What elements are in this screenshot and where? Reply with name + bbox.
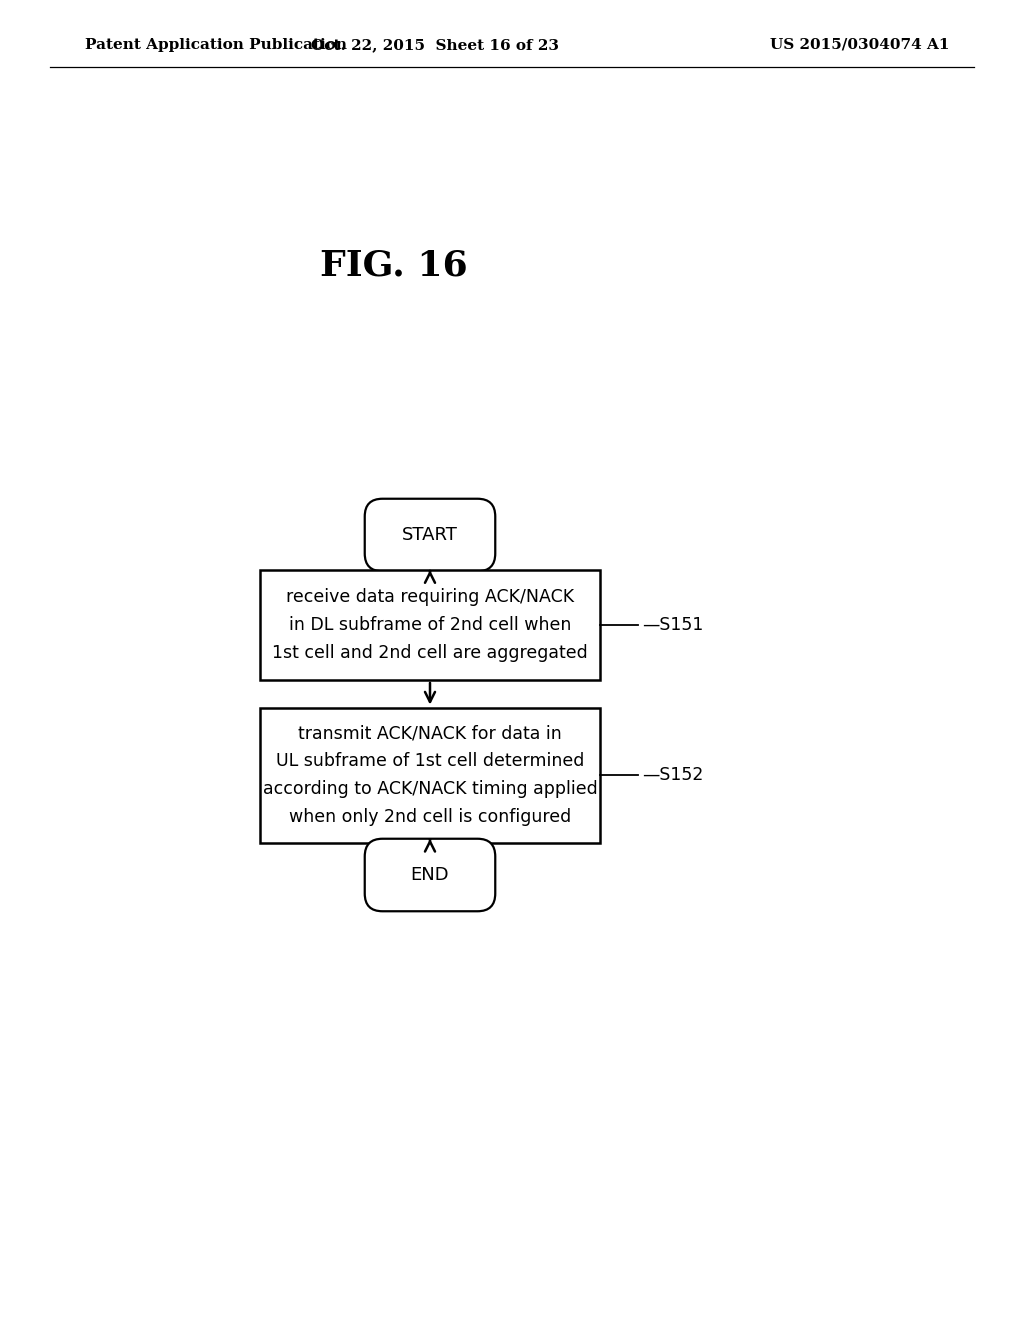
FancyBboxPatch shape bbox=[260, 570, 600, 680]
Text: receive data requiring ACK/NACK
in DL subframe of 2nd cell when
1st cell and 2nd: receive data requiring ACK/NACK in DL su… bbox=[272, 589, 588, 661]
Text: —S152: —S152 bbox=[642, 766, 703, 784]
FancyBboxPatch shape bbox=[365, 499, 496, 572]
FancyBboxPatch shape bbox=[365, 838, 496, 911]
Text: transmit ACK/NACK for data in
UL subframe of 1st cell determined
according to AC: transmit ACK/NACK for data in UL subfram… bbox=[262, 725, 597, 826]
Text: END: END bbox=[411, 866, 450, 884]
Text: Oct. 22, 2015  Sheet 16 of 23: Oct. 22, 2015 Sheet 16 of 23 bbox=[311, 38, 559, 51]
Text: Patent Application Publication: Patent Application Publication bbox=[85, 38, 347, 51]
FancyBboxPatch shape bbox=[260, 708, 600, 842]
Text: —S151: —S151 bbox=[642, 616, 703, 634]
Text: US 2015/0304074 A1: US 2015/0304074 A1 bbox=[770, 38, 950, 51]
Text: START: START bbox=[402, 525, 458, 544]
Text: FIG. 16: FIG. 16 bbox=[319, 248, 468, 282]
